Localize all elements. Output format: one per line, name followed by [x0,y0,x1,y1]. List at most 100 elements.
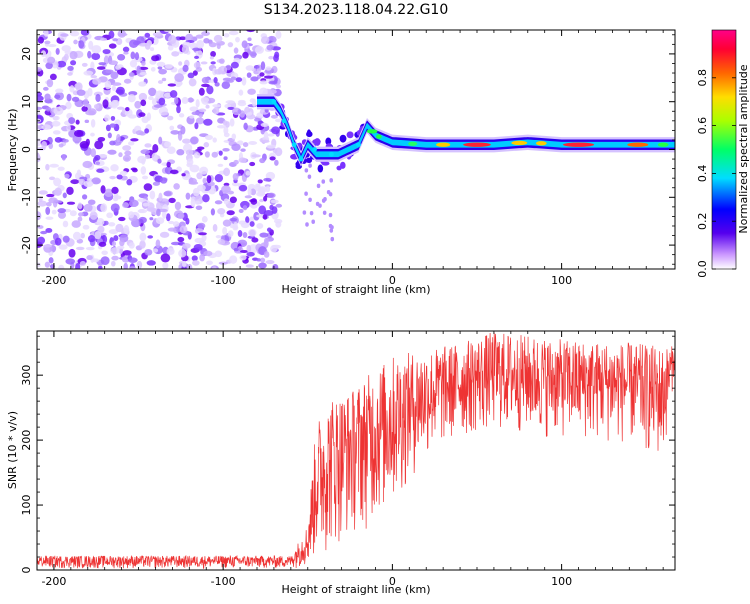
ridge-blob [305,222,309,227]
noise-blob [274,159,279,166]
noise-blob [204,151,210,158]
noise-blob [66,186,74,196]
noise-blob [87,199,96,205]
noise-blob [90,75,98,79]
ridge [257,94,675,242]
noise-blob [141,175,149,180]
noise-blob [221,185,231,193]
noise-blob [123,225,130,234]
noise-blob [58,244,68,250]
noise-blob [128,72,135,77]
noise-blob [137,155,147,164]
noise-blob [181,96,189,104]
noise-blob [89,211,98,220]
ridge-peak [563,142,595,147]
noise-blob [62,138,69,143]
noise-blob [105,69,114,74]
noise-blob [68,248,76,258]
noise-blob [140,149,151,155]
ridge-blob [326,189,331,195]
noise-blob [222,219,232,227]
noise-blob [123,51,129,55]
snr-xtick-label: 0 [389,575,396,588]
noise-blob [78,40,85,49]
noise-blob [37,95,44,102]
noise-blob [85,110,96,116]
snr-ytick-label: 0 [20,567,33,574]
noise-blob [259,157,266,164]
noise-blob [216,124,226,129]
noise-blob [129,266,136,269]
noise-blob [238,220,247,225]
noise-blob [58,143,64,148]
noise-blob [90,118,96,128]
noise-blob [166,146,176,155]
noise-blob [43,30,49,37]
ridge-blob [304,191,308,196]
noise-blob [232,173,239,181]
ridge-peak [408,141,418,146]
noise-blob [95,93,101,103]
noise-blob [108,229,119,235]
noise-blob [212,137,217,143]
noise-blob [198,232,207,236]
noise-blob [210,50,216,58]
noise-blob [196,184,206,192]
noise-blob [203,250,213,257]
noise-blob [179,225,188,234]
noise-blob [198,108,207,113]
noise-blob [138,66,149,71]
noise-blob [69,30,80,37]
noise-blob [253,65,260,69]
noise-blob [256,201,261,207]
noise-blob [182,242,191,249]
noise-blob [134,100,142,109]
noise-blob [48,197,58,204]
noise-blob [127,94,136,103]
noise-blob [233,159,239,165]
noise-blob [45,106,52,112]
noise-blob [37,236,46,245]
noise-blob [176,81,183,86]
noise-blob [248,141,258,145]
ridge-core [257,98,675,162]
noise-blob [176,149,185,156]
ridge-blob [321,179,326,184]
noise-blob [214,250,223,258]
noise-blob [108,222,116,227]
noise-blob [144,248,153,256]
ridge-peak [298,156,304,162]
noise-blob [43,244,52,248]
spectrogram-xlabel: Height of straight line (km) [281,283,430,296]
noise-blob [64,173,70,179]
noise-blob [122,145,132,151]
noise-blob [77,216,83,222]
noise-blob [49,73,57,81]
noise-blob [46,202,52,207]
noise-blob [263,177,272,182]
noise-blob [136,260,143,269]
noise-blob [241,76,247,86]
ridge-blob [305,157,313,164]
snr-xtick-label: -100 [211,575,236,588]
noise-blob [107,149,117,155]
noise-blob [201,83,210,88]
ridge-blob [311,219,316,224]
noise-blob [144,42,151,50]
noise-blob [168,220,175,225]
noise-blob [152,181,160,186]
noise-blob [233,247,239,252]
noise-blob [115,223,124,233]
noise-blob [45,206,51,215]
noise-blob [229,196,237,204]
noise-blob [45,163,50,171]
ridge-blob [321,161,330,166]
noise-blob [100,256,110,266]
spectrogram-ytick-label: -20 [20,236,33,254]
noise-blob [73,39,78,45]
noise-blob [194,55,200,60]
colorbar-tick-label: 0.4 [696,165,709,183]
noise-blob [44,261,50,268]
noise-blob [247,88,256,95]
noise-blob [97,225,105,234]
